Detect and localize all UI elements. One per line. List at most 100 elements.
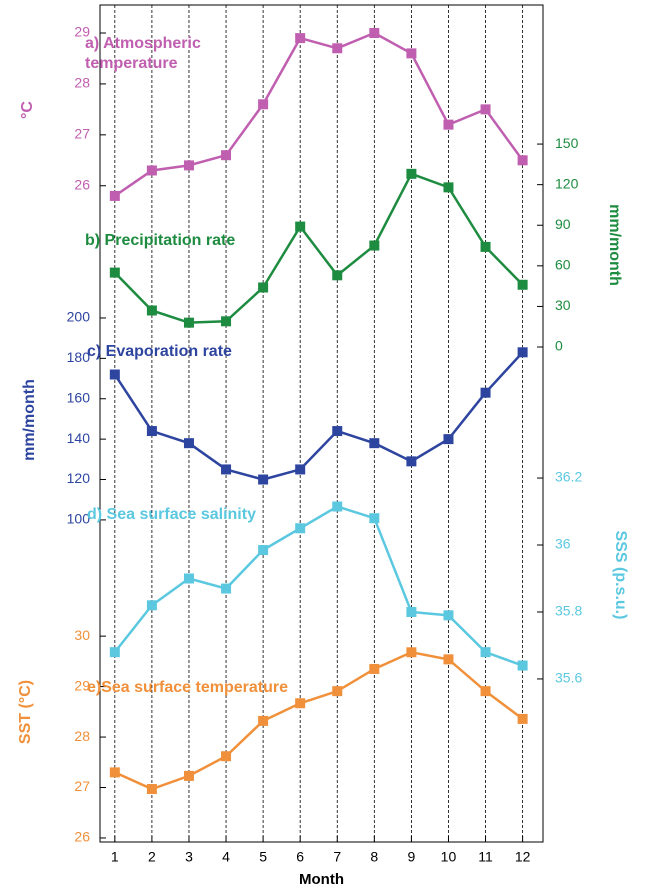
marker <box>295 698 306 709</box>
y-axis-label: mm/month <box>21 379 38 461</box>
y-axis-label: °C <box>19 101 36 119</box>
x-tick-label: 10 <box>441 849 457 865</box>
marker <box>146 165 157 176</box>
marker <box>146 784 157 795</box>
series-line <box>114 31 524 197</box>
y-tick-label: 28 <box>74 728 90 744</box>
marker <box>183 573 194 584</box>
marker <box>146 305 157 316</box>
marker <box>332 686 343 697</box>
marker <box>332 501 343 512</box>
marker <box>146 600 157 611</box>
x-tick-label: 7 <box>333 849 341 865</box>
marker <box>480 387 491 398</box>
marker <box>295 523 306 534</box>
plot-frame <box>99 4 544 843</box>
x-tick-label: 6 <box>296 849 304 865</box>
y-tick-label: 27 <box>74 126 90 142</box>
x-tick-label: 5 <box>259 849 267 865</box>
y-tick-label: 36 <box>555 536 571 552</box>
marker <box>332 43 343 54</box>
marker <box>109 190 120 201</box>
y-tick-label: 35.6 <box>555 670 582 686</box>
x-tick-label: 8 <box>370 849 378 865</box>
series-line <box>113 505 524 667</box>
panel-title: d) Sea surface salinity <box>87 506 256 523</box>
x-tick-label: 2 <box>148 849 156 865</box>
marker <box>258 99 269 110</box>
marker <box>258 715 269 726</box>
marker <box>369 438 380 449</box>
marker <box>183 770 194 781</box>
marker <box>146 426 157 437</box>
marker <box>369 663 380 674</box>
panel-title: a) Atmospheric temperature <box>85 35 201 72</box>
marker <box>332 426 343 437</box>
y-tick-label: 36.2 <box>555 469 582 485</box>
marker <box>406 647 417 658</box>
marker <box>109 767 120 778</box>
marker <box>517 347 528 358</box>
x-axis-label: Month <box>299 871 344 888</box>
marker <box>295 221 306 232</box>
y-tick-label: 120 <box>555 175 579 191</box>
y-axis-label: SSS (p.s.u.) <box>612 531 629 620</box>
marker <box>443 119 454 130</box>
y-tick-label: 29 <box>74 24 90 40</box>
y-tick-label: 26 <box>74 829 90 845</box>
marker <box>517 713 528 724</box>
marker <box>517 660 528 671</box>
marker <box>258 474 269 485</box>
marker <box>480 241 491 252</box>
y-tick-label: 0 <box>555 338 563 354</box>
marker <box>406 48 417 59</box>
marker <box>295 464 306 475</box>
panel-title: b) Precipitation rate <box>85 232 236 249</box>
marker <box>109 267 120 278</box>
y-tick-label: 120 <box>67 470 91 486</box>
marker <box>183 317 194 328</box>
marker <box>517 279 528 290</box>
marker <box>109 647 120 658</box>
y-tick-label: 60 <box>555 257 571 273</box>
y-tick-label: 26 <box>74 176 90 192</box>
marker <box>443 610 454 621</box>
y-tick-label: 30 <box>555 297 571 313</box>
panel-title: e)Sea surface temperature <box>87 679 288 696</box>
series-line <box>114 650 524 791</box>
marker <box>369 513 380 524</box>
marker <box>332 270 343 281</box>
y-tick-label: 29 <box>74 677 90 693</box>
marker <box>221 464 232 475</box>
marker <box>369 240 380 251</box>
y-tick-label: 27 <box>74 778 90 794</box>
marker <box>443 182 454 193</box>
y-tick-label: 28 <box>74 75 90 91</box>
marker <box>480 686 491 697</box>
marker <box>183 438 194 449</box>
marker <box>221 583 232 594</box>
series-line <box>113 172 524 324</box>
marker <box>221 150 232 161</box>
x-tick-label: 12 <box>515 849 531 865</box>
panel-title: c) Evaporation rate <box>87 343 232 360</box>
y-tick-label: 200 <box>67 309 91 325</box>
x-tick-label: 1 <box>111 849 119 865</box>
marker <box>221 316 232 327</box>
y-tick-label: 180 <box>67 349 91 365</box>
marker <box>406 168 417 179</box>
marker <box>480 647 491 658</box>
y-tick-label: 100 <box>67 511 91 527</box>
x-tick-label: 11 <box>478 849 493 865</box>
y-axis-label: mm/month <box>606 204 623 286</box>
y-tick-label: 35.8 <box>555 603 582 619</box>
marker <box>443 434 454 445</box>
marker <box>295 33 306 44</box>
marker <box>369 28 380 39</box>
y-tick-label: 140 <box>67 430 91 446</box>
y-axis-label: SST (°C) <box>17 680 34 744</box>
marker <box>183 160 194 171</box>
marker <box>517 155 528 166</box>
marker <box>406 456 417 467</box>
